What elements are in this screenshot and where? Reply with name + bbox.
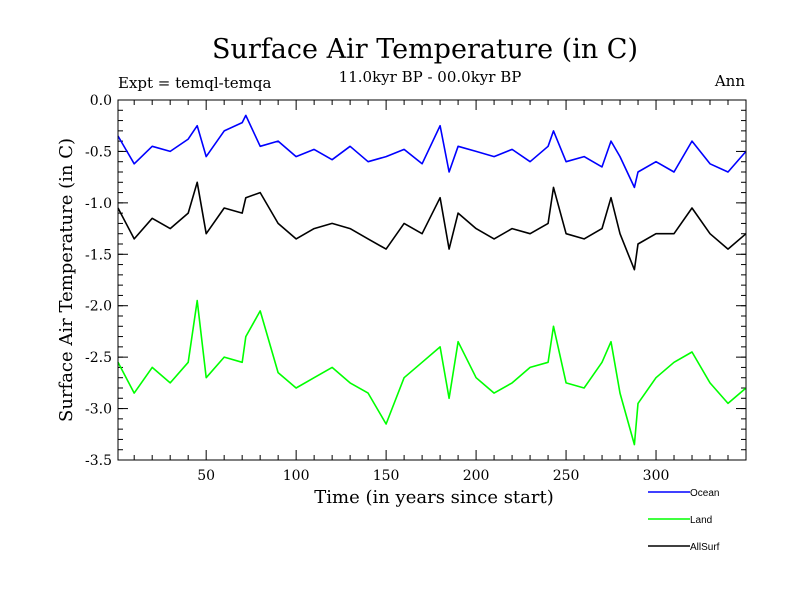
chart-title: Surface Air Temperature (in C): [212, 34, 638, 65]
y-axis-ticks: 0.0 -0.5 -1.0 -1.5 -2.0 -2.5 -3.0 -3.5: [85, 93, 746, 469]
legend: Ocean Land AllSurf: [648, 488, 720, 553]
y-tick-label: -2.0: [85, 299, 112, 315]
series-line-land: [117, 299, 747, 446]
y-tick-label: -1.5: [85, 247, 112, 263]
series-line-allsurf: [117, 181, 747, 271]
legend-label-land: Land: [690, 515, 712, 526]
x-axis-label: Time (in years since start): [314, 487, 554, 508]
legend-label-ocean: Ocean: [690, 488, 719, 499]
y-tick-label: -3.5: [85, 453, 112, 469]
x-tick-label: 150: [373, 468, 400, 484]
y-tick-label: -2.5: [85, 350, 112, 366]
series-line-ocean: [117, 114, 747, 189]
series-layer: [117, 114, 747, 446]
y-tick-label: -0.5: [85, 144, 112, 160]
legend-label-allsurf: AllSurf: [690, 542, 720, 553]
x-tick-label: 200: [463, 468, 490, 484]
y-tick-label: -3.0: [85, 402, 112, 418]
x-tick-label: 100: [283, 468, 310, 484]
season-label: Ann: [714, 72, 745, 90]
x-tick-label: 250: [553, 468, 580, 484]
time-range-label: 11.0kyr BP - 00.0kyr BP: [339, 68, 522, 86]
y-tick-label: 0.0: [90, 93, 112, 109]
x-tick-label: 300: [643, 468, 670, 484]
x-axis-ticks: 50 100 150 200 250 300: [133, 100, 729, 484]
x-tick-label: 50: [197, 468, 215, 484]
y-axis-label: Surface Air Temperature (in C): [56, 138, 77, 422]
plot-frame: [117, 99, 747, 461]
experiment-label: Expt = temql-temqa: [118, 74, 271, 92]
y-tick-label: -1.0: [85, 196, 112, 212]
